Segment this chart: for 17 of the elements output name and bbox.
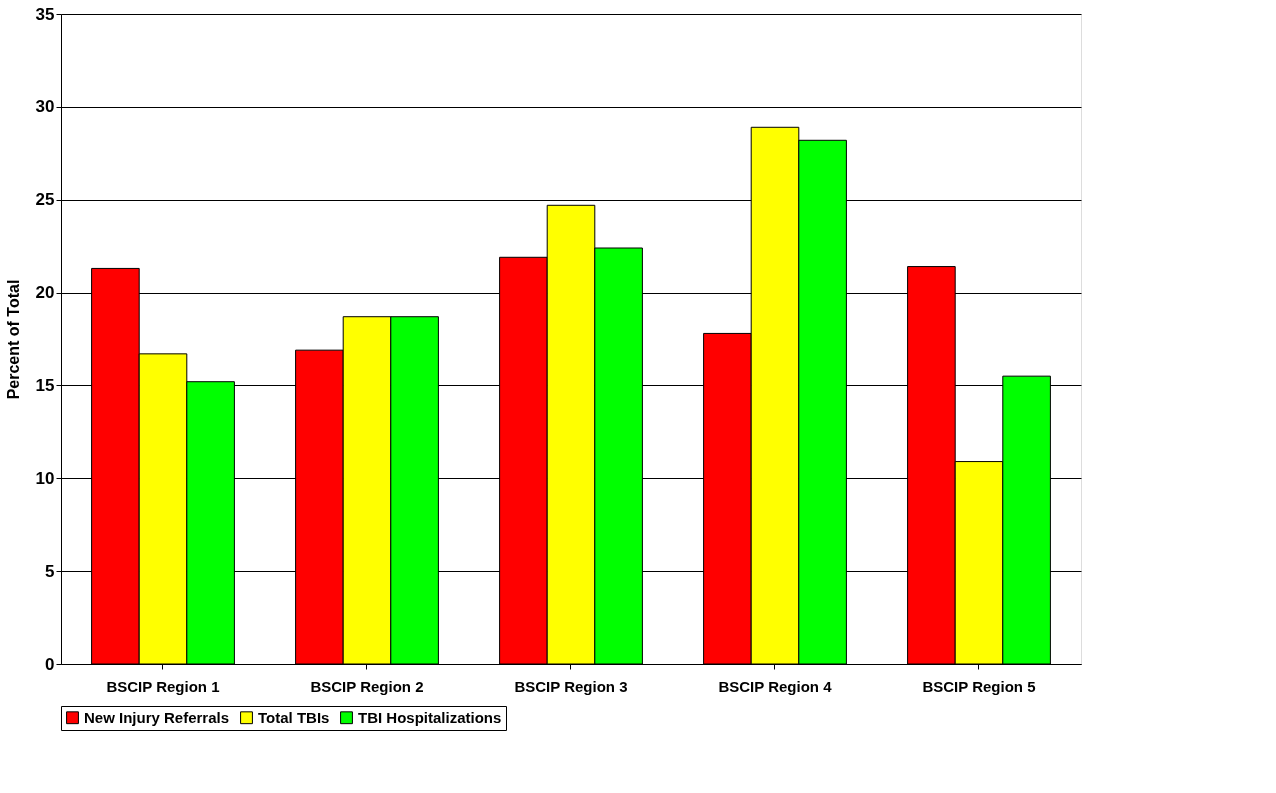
legend-label: New Injury Referrals	[84, 708, 230, 726]
y-tick-label: 10	[35, 468, 55, 488]
y-tick-label: 25	[35, 190, 55, 210]
x-tick-label: BSCIP Region 1	[106, 677, 220, 695]
y-tick-label: 15	[35, 375, 55, 395]
y-tick-label: 5	[45, 561, 55, 581]
y-tick-label: 0	[45, 654, 55, 674]
x-tick-label: BSCIP Region 4	[718, 677, 833, 695]
x-tick-label: BSCIP Region 3	[514, 677, 628, 695]
x-tick-label: BSCIP Region 5	[922, 677, 1036, 695]
legend-label: Total TBIs	[258, 708, 330, 726]
y-tick-label: 20	[35, 283, 55, 303]
legend-label: TBI Hospitalizations	[358, 708, 502, 726]
y-axis-title: Percent of Total	[4, 279, 22, 400]
y-tick-label: 30	[35, 97, 55, 117]
x-tick-label: BSCIP Region 2	[310, 677, 424, 695]
y-tick-label: 35	[35, 4, 55, 24]
